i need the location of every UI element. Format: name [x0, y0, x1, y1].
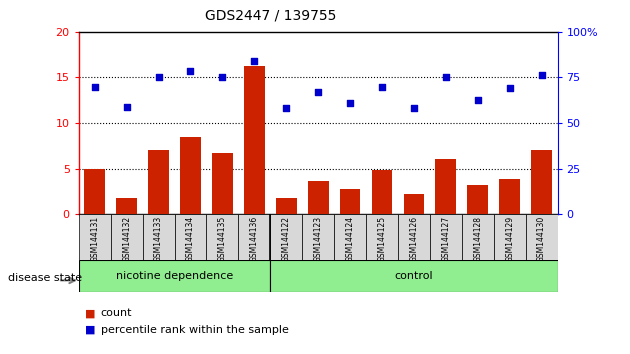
Text: GSM144126: GSM144126	[410, 216, 418, 262]
Text: ■: ■	[85, 325, 96, 335]
Text: GSM144131: GSM144131	[90, 216, 99, 262]
Bar	[142, 214, 175, 260]
Text: GSM144127: GSM144127	[442, 216, 450, 262]
Point	[217, 74, 227, 79]
Text: GSM144136: GSM144136	[250, 216, 259, 262]
Text: GSM144135: GSM144135	[218, 216, 227, 262]
Point	[505, 86, 515, 91]
Point	[377, 84, 387, 89]
Bar	[238, 214, 270, 260]
Text: GSM144122: GSM144122	[282, 216, 290, 262]
Text: GSM144123: GSM144123	[314, 216, 323, 262]
Bar	[148, 150, 169, 214]
Text: GSM144125: GSM144125	[377, 216, 386, 262]
Bar	[531, 150, 552, 214]
Bar	[430, 214, 462, 260]
Bar	[500, 179, 520, 214]
Text: disease state: disease state	[8, 273, 82, 283]
Bar	[270, 260, 558, 292]
Bar	[79, 214, 111, 260]
Point	[249, 58, 260, 64]
Bar	[84, 169, 105, 214]
Text: GSM144124: GSM144124	[346, 216, 355, 262]
Point	[122, 104, 132, 109]
Text: GSM144128: GSM144128	[473, 216, 482, 262]
Bar	[525, 214, 558, 260]
Bar	[372, 170, 392, 214]
Point	[472, 97, 483, 103]
Point	[185, 68, 195, 74]
Bar	[467, 185, 488, 214]
Text: ■: ■	[85, 308, 96, 318]
Text: nicotine dependence: nicotine dependence	[116, 271, 233, 281]
Point	[409, 105, 419, 110]
Text: GSM144130: GSM144130	[537, 216, 546, 262]
Bar	[494, 214, 525, 260]
Point	[441, 74, 451, 79]
Point	[154, 74, 164, 79]
Bar	[398, 214, 430, 260]
Bar	[404, 194, 424, 214]
Bar	[276, 198, 297, 214]
Point	[281, 105, 291, 110]
Text: GSM144134: GSM144134	[186, 216, 195, 262]
Point	[89, 84, 100, 89]
Bar	[366, 214, 398, 260]
Bar	[270, 214, 302, 260]
Bar	[244, 65, 265, 214]
Bar	[308, 181, 328, 214]
Point	[313, 89, 323, 95]
Text: control: control	[394, 271, 433, 281]
Bar	[175, 214, 207, 260]
Bar	[180, 137, 201, 214]
Bar	[462, 214, 494, 260]
Text: GSM144133: GSM144133	[154, 216, 163, 262]
Bar	[302, 214, 334, 260]
Bar	[435, 159, 456, 214]
Bar	[79, 260, 270, 292]
Bar	[111, 214, 142, 260]
Bar	[207, 214, 238, 260]
Bar	[117, 198, 137, 214]
Text: count: count	[101, 308, 132, 318]
Bar	[334, 214, 366, 260]
Text: GDS2447 / 139755: GDS2447 / 139755	[205, 9, 336, 23]
Text: percentile rank within the sample: percentile rank within the sample	[101, 325, 289, 335]
Text: GSM144129: GSM144129	[505, 216, 514, 262]
Bar	[212, 153, 232, 214]
Bar	[340, 189, 360, 214]
Text: GSM144132: GSM144132	[122, 216, 131, 262]
Point	[345, 100, 355, 106]
Point	[537, 72, 547, 78]
